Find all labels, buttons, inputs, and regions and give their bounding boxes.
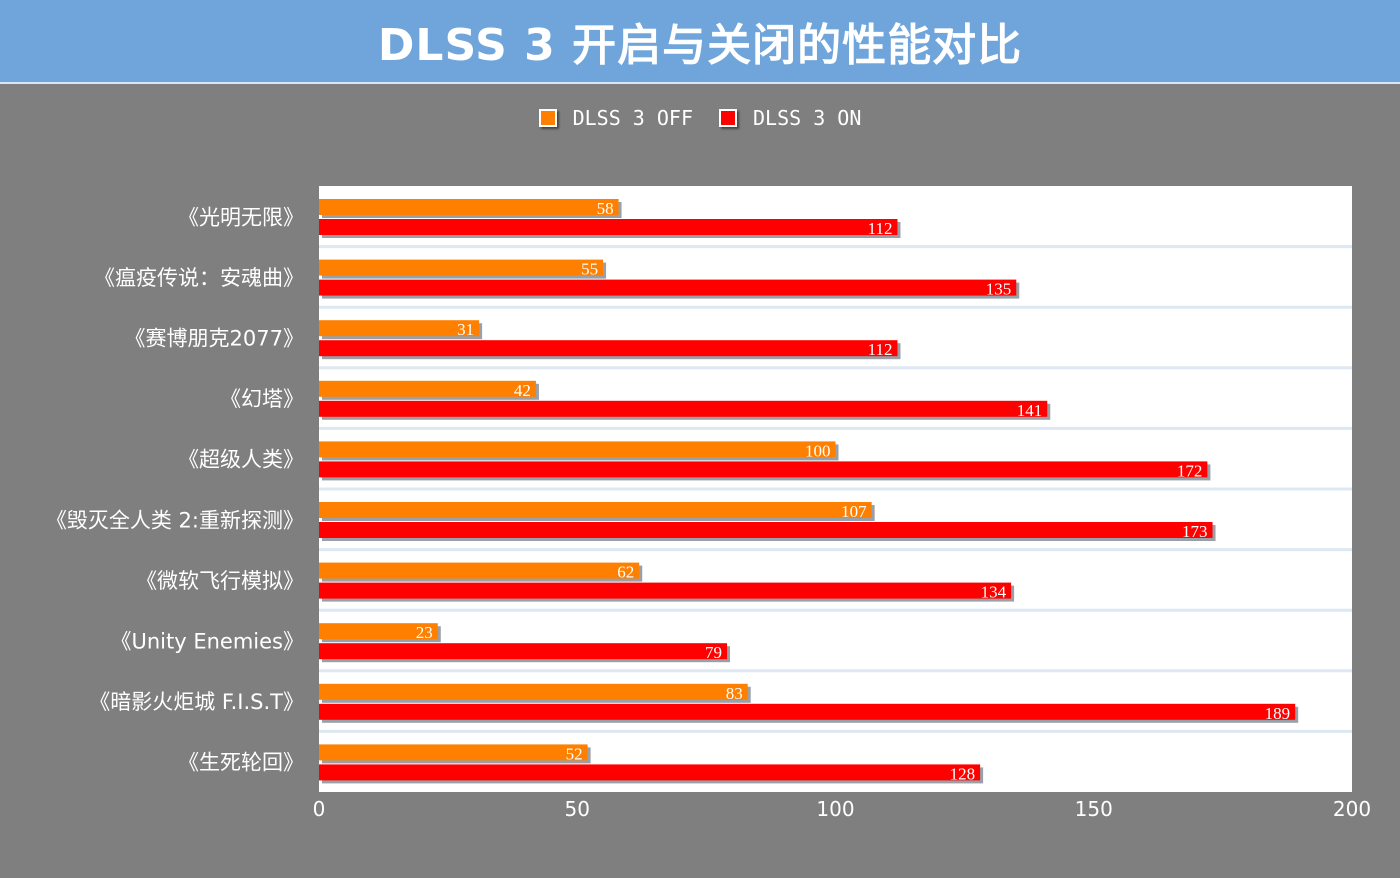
data-label: 134 xyxy=(981,583,1007,602)
data-label: 172 xyxy=(1177,461,1203,480)
x-tick-label: 100 xyxy=(816,797,854,821)
data-label: 141 xyxy=(1017,401,1043,420)
category-label: 《生死轮回》 xyxy=(178,751,304,775)
bar-on xyxy=(319,279,1017,296)
legend-item-off: DLSS 3 OFF xyxy=(538,106,694,130)
bar-on xyxy=(319,522,1213,538)
legend-swatch-off xyxy=(538,109,557,127)
category-label: 《幻塔》 xyxy=(220,387,304,411)
bar-on xyxy=(319,582,1012,599)
legend-label-off: DLSS 3 OFF xyxy=(572,106,694,130)
bar-off xyxy=(319,502,872,518)
data-label: 79 xyxy=(705,643,722,662)
data-label: 62 xyxy=(617,563,634,582)
data-label: 42 xyxy=(514,381,531,400)
x-tick-label: 0 xyxy=(313,797,326,821)
category-label: 《超级人类》 xyxy=(178,448,304,472)
bar-off xyxy=(319,259,604,276)
legend-label-on: DLSS 3 ON xyxy=(753,106,862,130)
data-label: 135 xyxy=(986,280,1012,299)
bar-on xyxy=(319,219,898,235)
category-label: 《微软飞行模拟》 xyxy=(136,569,304,593)
data-label: 83 xyxy=(726,684,743,703)
bar-on xyxy=(319,764,981,781)
bar-on xyxy=(319,703,1296,720)
data-label: 55 xyxy=(581,260,598,279)
data-label: 112 xyxy=(868,219,893,238)
bar-on xyxy=(319,461,1208,478)
data-label: 100 xyxy=(805,441,831,460)
data-label: 112 xyxy=(868,340,893,359)
legend-item-on: DLSS 3 ON xyxy=(719,106,861,130)
title-bar: DLSS 3 开启与关闭的性能对比 xyxy=(0,0,1400,84)
category-label: 《光明无限》 xyxy=(178,205,304,229)
data-label: 52 xyxy=(566,744,583,763)
chart-title: DLSS 3 开启与关闭的性能对比 xyxy=(377,20,1023,71)
data-label: 23 xyxy=(416,623,433,642)
bar-on xyxy=(319,643,728,660)
x-tick-label: 50 xyxy=(565,797,590,821)
legend-swatch-on xyxy=(719,109,738,127)
legend: DLSS 3 OFF DLSS 3 ON xyxy=(0,106,1400,130)
bar-off xyxy=(319,441,836,458)
bar-off xyxy=(319,744,588,761)
bar-off xyxy=(319,320,480,337)
x-tick-label: 150 xyxy=(1075,797,1113,821)
data-label: 58 xyxy=(597,199,614,218)
category-label: 《赛博朋克2077》 xyxy=(125,327,304,351)
bar-on xyxy=(319,400,1048,417)
bar-off xyxy=(319,380,536,397)
bar-on xyxy=(319,340,898,357)
data-label: 189 xyxy=(1265,704,1291,723)
data-label: 173 xyxy=(1182,522,1208,541)
bar-off xyxy=(319,683,748,700)
bar-off xyxy=(319,623,438,640)
category-label: 《毁灭全人类 2:重新探测》 xyxy=(46,508,304,532)
category-label: 《瘟疫传说：安魂曲》 xyxy=(94,266,304,290)
category-label: 《暗影火炬城 F.I.S.T》 xyxy=(89,690,304,714)
bar-off xyxy=(319,562,640,579)
data-label: 31 xyxy=(457,320,474,339)
data-label: 107 xyxy=(841,502,867,521)
category-label: 《Unity Enemies》 xyxy=(110,630,304,654)
bar-off xyxy=(319,199,619,215)
x-tick-label: 200 xyxy=(1333,797,1371,821)
data-label: 128 xyxy=(950,764,976,783)
